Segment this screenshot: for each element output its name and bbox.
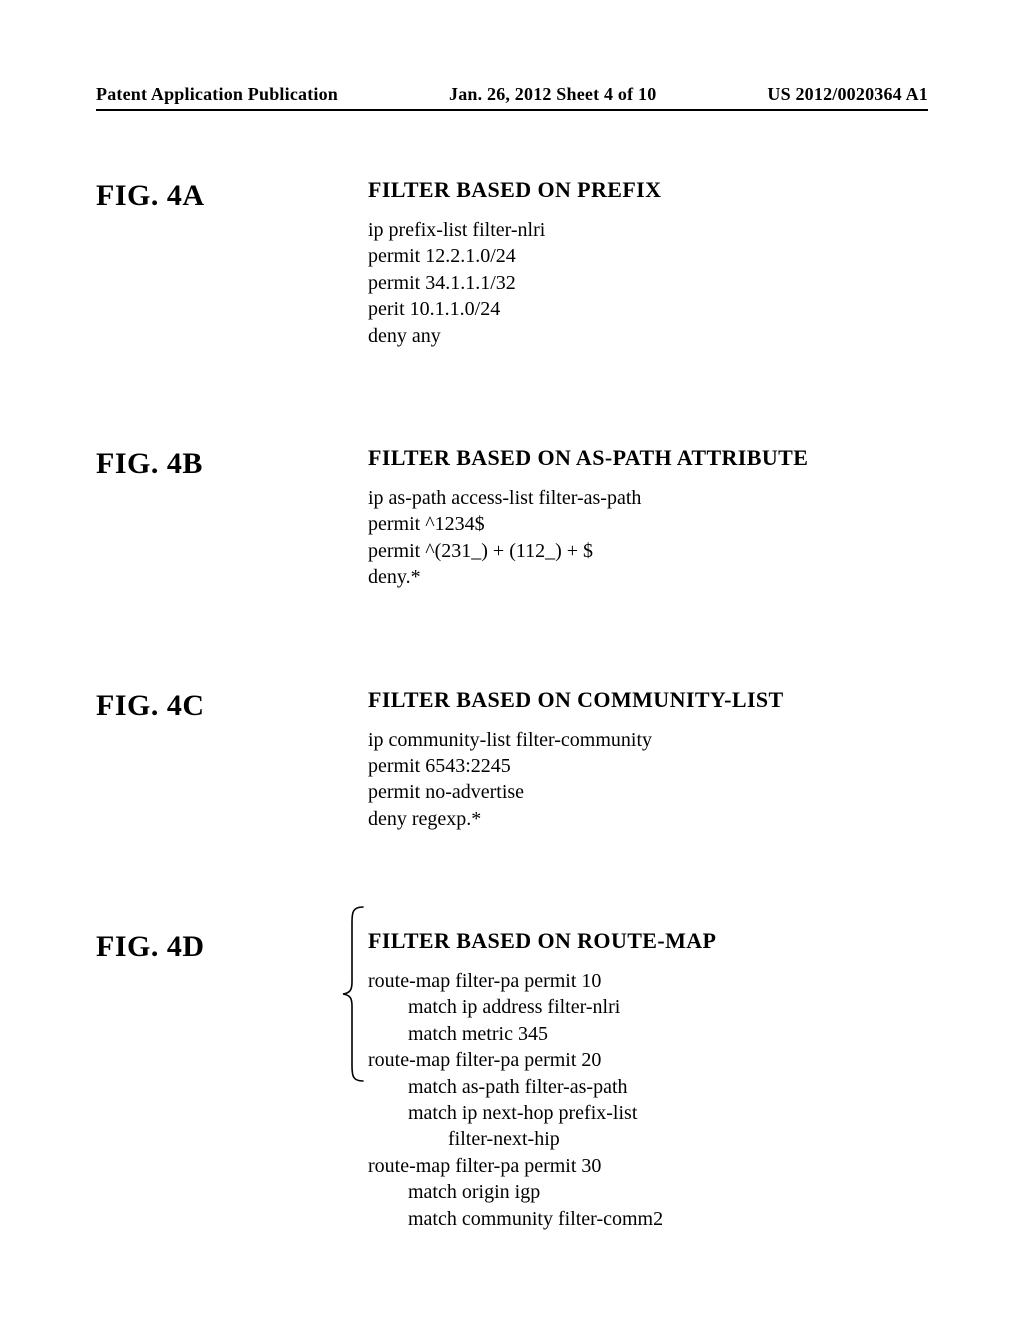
figure-4d-code: route-map filter-pa permit 10 match ip a… [368, 968, 928, 1232]
figure-4a-title: FILTER BASED ON PREFIX [368, 177, 928, 203]
figure-4b: FIG. 4B FILTER BASED ON AS-PATH ATTRIBUT… [96, 445, 928, 591]
figure-4a-body: FILTER BASED ON PREFIX ip prefix-list fi… [368, 177, 928, 349]
figure-4b-code: ip as-path access-list filter-as-path pe… [368, 485, 928, 591]
figure-4c-label: FIG. 4C [96, 687, 306, 723]
page-header: Patent Application Publication Jan. 26, … [96, 84, 928, 105]
figure-4c-code: ip community-list filter-community permi… [368, 727, 928, 833]
header-right: US 2012/0020364 A1 [767, 84, 928, 105]
bracket-icon [342, 906, 364, 1082]
figure-4c-body: FILTER BASED ON COMMUNITY-LIST ip commun… [368, 687, 928, 833]
figure-4a-code: ip prefix-list filter-nlri permit 12.2.1… [368, 217, 928, 349]
figures-container: FIG. 4A FILTER BASED ON PREFIX ip prefix… [96, 177, 928, 1232]
figure-4a: FIG. 4A FILTER BASED ON PREFIX ip prefix… [96, 177, 928, 349]
figure-4b-title: FILTER BASED ON AS-PATH ATTRIBUTE [368, 445, 928, 471]
figure-4b-body: FILTER BASED ON AS-PATH ATTRIBUTE ip as-… [368, 445, 928, 591]
header-middle: Jan. 26, 2012 Sheet 4 of 10 [449, 84, 656, 105]
patent-page: Patent Application Publication Jan. 26, … [0, 0, 1024, 1320]
figure-4d: FIG. 4D FILTER BASED ON ROUTE-MAP route-… [96, 928, 928, 1232]
figure-4a-label: FIG. 4A [96, 177, 306, 213]
figure-4c: FIG. 4C FILTER BASED ON COMMUNITY-LIST i… [96, 687, 928, 833]
figure-4b-label: FIG. 4B [96, 445, 306, 481]
header-left: Patent Application Publication [96, 84, 338, 105]
figure-4c-title: FILTER BASED ON COMMUNITY-LIST [368, 687, 928, 713]
figure-4d-title: FILTER BASED ON ROUTE-MAP [368, 928, 928, 954]
figure-4d-body: FILTER BASED ON ROUTE-MAP route-map filt… [368, 928, 928, 1232]
header-rule [96, 109, 928, 111]
figure-4d-label: FIG. 4D [96, 928, 306, 964]
